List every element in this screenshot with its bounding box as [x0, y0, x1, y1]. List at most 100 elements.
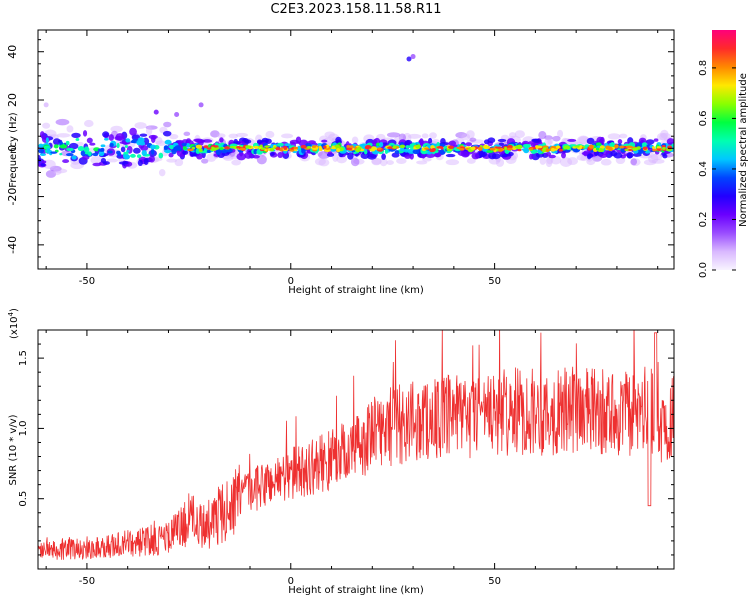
snr-multiplier-base: (x10 [9, 316, 20, 339]
spectrogram-cell [239, 147, 246, 151]
spectrogram-ytick-label: 0 [6, 145, 19, 152]
spectrogram-cell [206, 149, 211, 153]
spectrogram-cell [477, 146, 483, 151]
spectrogram-cell [544, 138, 553, 147]
spectrogram-cell [495, 146, 502, 149]
spectrogram-cell [642, 142, 648, 148]
spectrogram-cell [600, 158, 612, 166]
spectrogram-cell [59, 144, 68, 149]
spectrogram-cell [483, 139, 490, 145]
spectrogram-xtick-label: 50 [488, 276, 501, 287]
spectrogram-cell [318, 147, 323, 152]
colorbar-tick-label: 0.8 [698, 60, 709, 76]
spectrogram-cell [554, 148, 558, 151]
snr-xtick-label: 0 [288, 576, 294, 587]
spectrogram-cell [244, 139, 252, 144]
spectrogram-cell [236, 152, 247, 161]
spectrogram-cell [148, 155, 155, 163]
spectrogram-cell [130, 153, 136, 158]
spectrogram-cell [201, 158, 209, 164]
spectrogram-cell [202, 139, 213, 143]
spectrogram-cell [45, 137, 49, 144]
snr-ytick-label: 1.5 [18, 350, 29, 366]
snr-ytick-label: 1.0 [18, 420, 29, 436]
spectrogram-cell [311, 145, 317, 148]
spectrogram-cell [174, 111, 180, 117]
spectrogram-cell [384, 149, 388, 154]
spectrogram-cell [229, 145, 236, 149]
spectrogram-cell [650, 153, 663, 161]
spectrogram-cell [614, 144, 619, 149]
spectrogram-cell [158, 168, 166, 177]
spectrogram-cell [563, 145, 571, 150]
spectrogram-cell [588, 144, 595, 149]
spectrogram-cell [514, 130, 525, 138]
spectrogram-cell [52, 138, 61, 146]
spectrogram-cell [471, 152, 480, 160]
spectrogram-cell [334, 144, 341, 149]
snr-ytick-label: 0.5 [18, 491, 29, 507]
spectrogram-xtick-label: 0 [288, 276, 294, 287]
spectrogram-cell [318, 151, 330, 159]
spectrogram-cell [139, 133, 148, 137]
spectrogram-cell [517, 148, 522, 152]
spectrogram-cell [424, 147, 430, 150]
spectrogram-cell [507, 144, 513, 149]
spectrogram-cell [65, 140, 70, 146]
spectrogram-cell [626, 152, 633, 159]
spectrogram-cell [125, 138, 131, 143]
spectrogram-cell [459, 148, 465, 151]
spectrogram-cell [40, 163, 46, 167]
spectrogram-cell [436, 142, 440, 148]
spectrogram-cell [416, 160, 428, 165]
spectrogram-cell [379, 141, 384, 148]
spectrogram-cell [270, 143, 274, 148]
spectrogram-heatmap [38, 54, 674, 178]
spectrogram-cell [120, 146, 126, 153]
spectrogram-cell [253, 145, 259, 149]
spectrogram-cell [394, 150, 400, 154]
spectrogram-cell [545, 148, 550, 153]
spectrogram-cell [245, 145, 252, 149]
spectrogram-cell [109, 143, 114, 147]
spectrogram-cell [217, 143, 222, 147]
spectrogram-cell [162, 130, 172, 137]
spectrogram-cell [489, 147, 496, 151]
spectrogram-cell [557, 129, 564, 138]
spectrogram-cell [53, 168, 62, 176]
spectrogram-cell [75, 137, 80, 142]
spectrogram-cell [530, 147, 534, 150]
spectrogram-cell [516, 144, 523, 149]
spectrogram-cell [617, 139, 623, 145]
spectrogram-cell [206, 147, 212, 150]
spectrogram-cell [158, 152, 164, 159]
spectrogram-cell [478, 150, 488, 158]
spectrogram-cell [667, 145, 673, 150]
spectrogram-cell [437, 146, 444, 149]
spectrogram-cell [567, 157, 579, 165]
spectrogram-cell [486, 149, 494, 153]
spectrogram-cell [599, 154, 608, 158]
spectrogram-cell [555, 145, 561, 149]
spectrogram-cell [276, 142, 284, 147]
spectrogram-cell [607, 133, 621, 140]
snr-multiplier-exponent: 4 [7, 311, 15, 316]
spectrogram-cell [350, 157, 360, 167]
spectrogram-cell [148, 134, 158, 140]
spectrogram-cell [39, 153, 46, 157]
spectrogram-cell [367, 153, 377, 160]
colorbar-tick-label: 0.0 [698, 262, 709, 278]
spectrogram-cell [586, 137, 595, 145]
snr-panel: -50 0 50 0.5 1.0 1.5 Height of straight line … [7, 308, 675, 596]
spectrogram-cell [531, 150, 536, 154]
spectrogram-cell [567, 138, 577, 142]
spectrogram-cell [599, 145, 605, 149]
spectrogram-cell [583, 150, 588, 157]
spectrogram-cell [169, 133, 179, 140]
spectrogram-cell [166, 158, 178, 163]
spectrogram-cell [488, 152, 497, 160]
spectrogram-ylabel: Frequency (Hz) [8, 112, 19, 188]
spectrogram-cell [106, 158, 119, 163]
spectrogram-cell [399, 144, 406, 149]
snr-xtick-label: 50 [488, 576, 501, 587]
